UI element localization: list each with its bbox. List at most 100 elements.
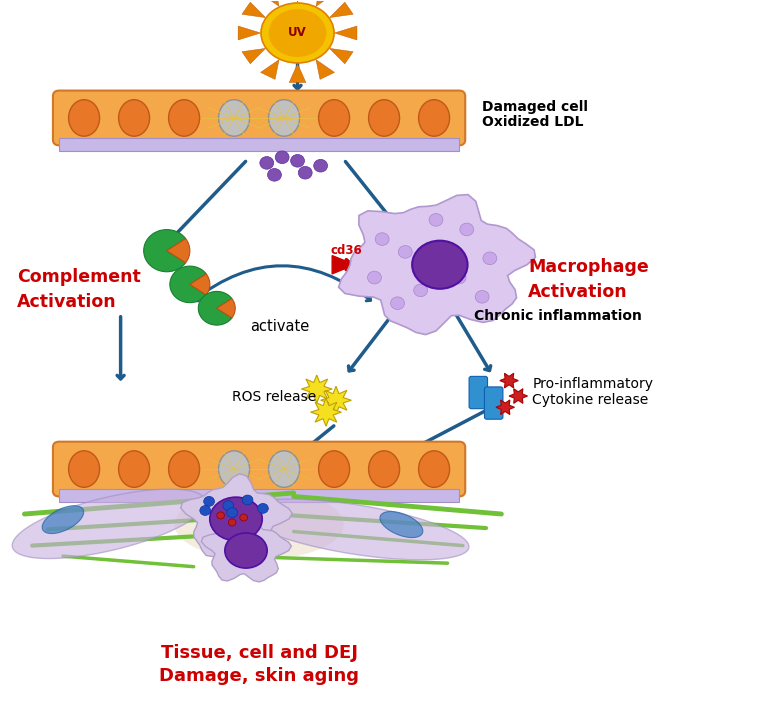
Text: UV: UV [288,27,307,39]
Circle shape [414,284,428,297]
Ellipse shape [168,99,200,136]
Text: cd36: cd36 [330,244,362,257]
Wedge shape [190,274,210,295]
Circle shape [258,503,269,513]
FancyBboxPatch shape [469,376,488,409]
Ellipse shape [269,99,300,136]
Circle shape [483,252,496,264]
Polygon shape [42,505,83,534]
Text: Chronic inflammation: Chronic inflammation [475,309,642,323]
Polygon shape [316,60,334,80]
Polygon shape [330,2,353,18]
Polygon shape [261,0,279,6]
Text: Tissue, cell and DEJ: Tissue, cell and DEJ [161,644,357,662]
Circle shape [452,271,466,284]
Ellipse shape [119,99,150,136]
FancyBboxPatch shape [53,90,466,145]
Circle shape [290,154,304,167]
Polygon shape [242,499,469,560]
Ellipse shape [174,489,344,560]
Ellipse shape [168,450,200,487]
Circle shape [313,159,327,172]
Polygon shape [316,0,334,6]
Ellipse shape [69,450,100,487]
Ellipse shape [218,450,249,487]
Circle shape [398,245,412,258]
Text: Activation: Activation [17,293,117,311]
Polygon shape [181,474,293,558]
Circle shape [429,214,443,226]
Circle shape [204,496,215,506]
Circle shape [223,501,234,510]
Polygon shape [310,398,341,427]
Polygon shape [290,63,306,82]
Polygon shape [201,514,291,582]
Polygon shape [301,375,332,403]
Circle shape [227,508,238,517]
Text: ROS release: ROS release [232,390,317,404]
Text: Pro-inflammatory: Pro-inflammatory [532,377,653,391]
FancyBboxPatch shape [53,441,466,496]
Text: Activation: Activation [528,283,628,301]
Bar [59,489,459,502]
Circle shape [242,495,253,505]
Polygon shape [332,256,346,274]
Polygon shape [339,195,536,335]
Polygon shape [499,373,518,388]
Ellipse shape [269,450,300,487]
Polygon shape [290,0,306,2]
Circle shape [240,514,248,521]
Ellipse shape [218,99,249,136]
Circle shape [276,151,289,164]
Text: Complement: Complement [17,268,141,286]
Circle shape [460,223,474,235]
Polygon shape [242,49,266,63]
Circle shape [217,512,225,519]
Polygon shape [496,400,514,415]
Text: Macrophage: Macrophage [528,258,649,276]
Wedge shape [198,291,232,325]
Ellipse shape [418,450,449,487]
Wedge shape [217,299,235,318]
FancyBboxPatch shape [485,387,503,419]
Polygon shape [238,26,261,40]
Circle shape [476,290,489,303]
Circle shape [200,505,211,515]
Ellipse shape [119,450,150,487]
Polygon shape [320,386,351,415]
Circle shape [367,271,381,284]
Ellipse shape [210,497,262,541]
Polygon shape [261,60,279,80]
Text: activate: activate [250,319,310,334]
Polygon shape [12,489,206,558]
Ellipse shape [319,450,350,487]
Text: Damaged cell: Damaged cell [482,99,588,114]
Ellipse shape [261,3,334,63]
Ellipse shape [225,533,267,568]
Ellipse shape [69,99,100,136]
Text: Oxidized LDL: Oxidized LDL [482,115,584,129]
Polygon shape [330,49,353,63]
Ellipse shape [368,99,400,136]
Wedge shape [144,230,186,271]
Ellipse shape [412,240,468,289]
Circle shape [268,168,281,181]
Ellipse shape [269,9,327,57]
Circle shape [260,157,274,169]
Text: Cytokine release: Cytokine release [532,393,648,407]
Circle shape [298,166,312,179]
Text: Damage, skin aging: Damage, skin aging [159,666,359,685]
Polygon shape [509,388,527,403]
Polygon shape [334,26,357,40]
Ellipse shape [319,99,350,136]
Wedge shape [167,238,190,263]
Bar [59,138,459,151]
Circle shape [375,233,389,245]
Circle shape [229,519,236,526]
Ellipse shape [418,99,449,136]
Circle shape [391,297,405,309]
Polygon shape [242,2,266,18]
Wedge shape [170,266,206,302]
Ellipse shape [368,450,400,487]
Polygon shape [380,512,423,538]
